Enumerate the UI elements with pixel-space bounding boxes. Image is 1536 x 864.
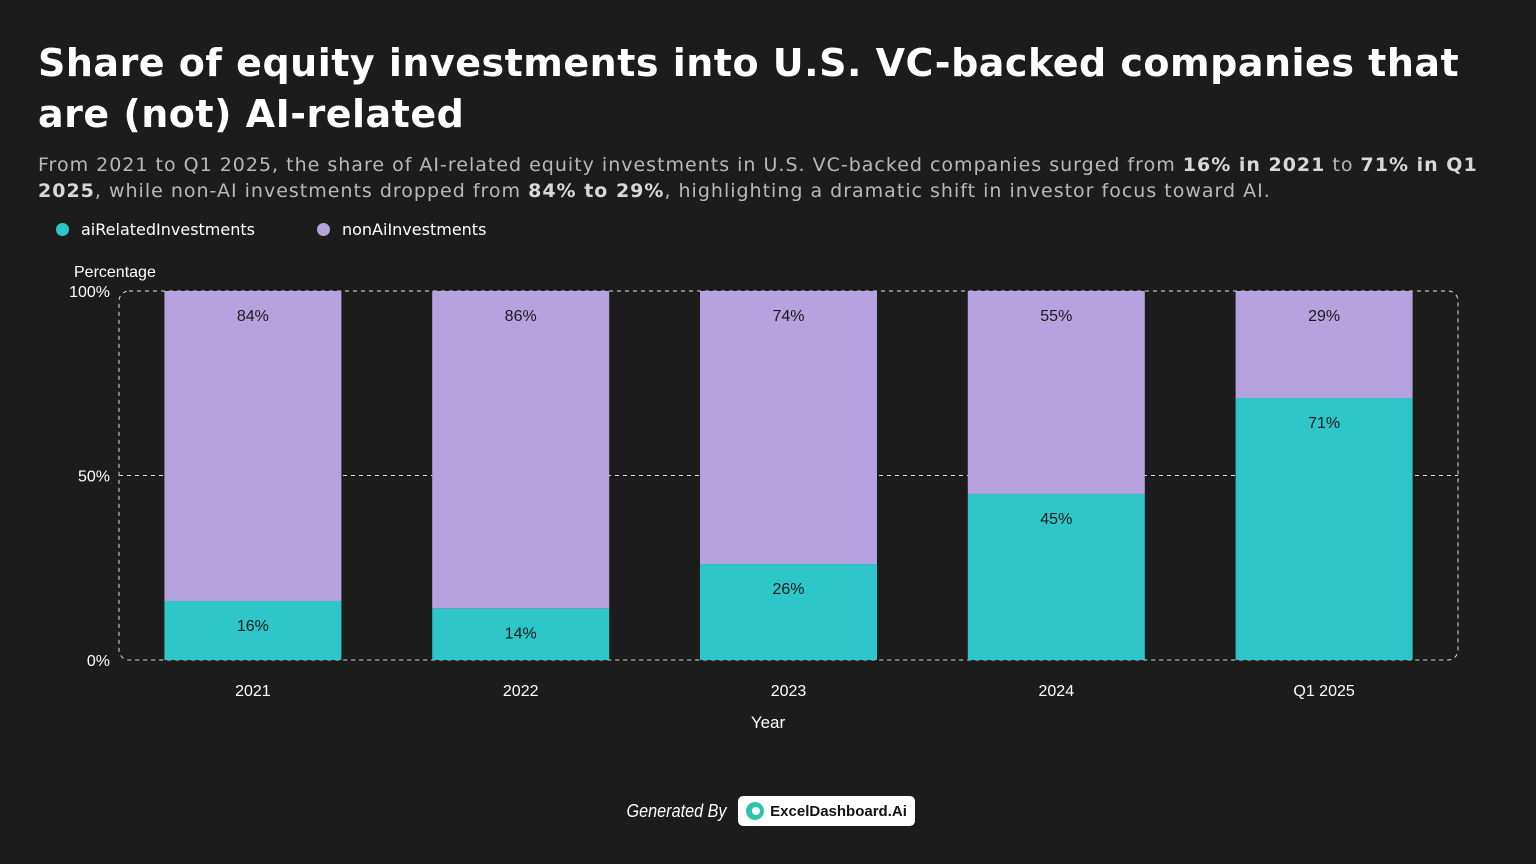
- data-label-aiRelatedInvestments: 26%: [772, 581, 804, 598]
- x-tick-label: Q1 2025: [1293, 683, 1354, 700]
- excel-dashboard-logo-icon: [746, 802, 765, 820]
- data-label-nonAiInvestments: 74%: [772, 308, 804, 325]
- bar-aiRelatedInvestments-2024: [967, 493, 1145, 660]
- subtitle-highlight-ai-2021: 16% in 2021: [1182, 154, 1326, 176]
- legend-dot-non-ai-icon: [316, 223, 330, 236]
- bar-nonAiInvestments-2021: [164, 291, 342, 601]
- x-tick-label: 2024: [1039, 683, 1075, 700]
- y-tick-label: 0%: [87, 653, 110, 670]
- legend-label-ai: aiRelatedInvestments: [81, 220, 255, 239]
- bars-layer: [164, 291, 1413, 660]
- data-label-aiRelatedInvestments: 45%: [1040, 511, 1072, 528]
- stacked-bar-chart: 0% 50% 100% 16% 84% 2021 14% 86% 2022 26% 74% 2023 4…: [69, 264, 1459, 732]
- brand-badge[interactable]: ExcelDashboard.Ai: [738, 796, 915, 826]
- bar-aiRelatedInvestments-Q1-2025: [1235, 398, 1413, 660]
- footer: Generated By ExcelDashboard.Ai: [0, 796, 1536, 826]
- legend-item-ai[interactable]: aiRelatedInvestments: [56, 220, 255, 239]
- data-label-nonAiInvestments: 29%: [1308, 308, 1340, 325]
- labels-layer: 0% 50% 100% 16% 84% 2021 14% 86% 2022 26% 74% 2023 4…: [69, 284, 1355, 700]
- subtitle-highlight-non-ai: 84% to 29%: [528, 180, 665, 202]
- bar-nonAiInvestments-Q1-2025: [1235, 291, 1413, 399]
- subtitle-text-2: to: [1325, 154, 1361, 176]
- y-axis-title: Percentage: [74, 264, 156, 281]
- bar-nonAiInvestments-2023: [700, 291, 877, 565]
- generated-by-label: Generated By: [626, 800, 727, 821]
- chart-title: Share of equity investments into U.S. VC…: [38, 41, 1460, 136]
- y-tick-label: 100%: [69, 284, 110, 301]
- data-label-aiRelatedInvestments: 14%: [505, 625, 537, 642]
- data-label-nonAiInvestments: 84%: [237, 308, 269, 325]
- subtitle-highlight-ai-q1-2025: 71% in Q1 2025: [38, 154, 1478, 202]
- bar-aiRelatedInvestments-2021: [164, 600, 342, 660]
- y-tick-label: 50%: [78, 469, 110, 486]
- subtitle-text-4: , highlighting a dramatic shift in inves…: [664, 180, 1271, 202]
- legend-item-non-ai[interactable]: nonAiInvestments: [316, 220, 487, 239]
- legend-dot-ai-icon: [56, 223, 69, 236]
- x-tick-label: 2022: [503, 683, 539, 700]
- data-label-nonAiInvestments: 86%: [505, 308, 537, 325]
- x-axis-title: Year: [751, 713, 786, 732]
- data-label-aiRelatedInvestments: 71%: [1308, 415, 1340, 432]
- x-tick-label: 2021: [235, 683, 271, 700]
- chart-subtitle: From 2021 to Q1 2025, the share of AI-re…: [38, 152, 1498, 204]
- legend-label-non-ai: nonAiInvestments: [341, 220, 487, 239]
- bar-nonAiInvestments-2022: [432, 291, 610, 609]
- brand-name: ExcelDashboard.Ai: [770, 802, 907, 820]
- chart-legend: aiRelatedInvestments nonAiInvestments: [56, 220, 486, 239]
- x-tick-label: 2023: [771, 683, 807, 700]
- bar-nonAiInvestments-2024: [967, 291, 1145, 494]
- bar-aiRelatedInvestments-2023: [700, 564, 877, 660]
- subtitle-text-3: , while non-AI investments dropped from: [94, 180, 529, 202]
- data-label-nonAiInvestments: 55%: [1040, 308, 1072, 325]
- subtitle-text-1: From 2021 to Q1 2025, the share of AI-re…: [38, 154, 1183, 176]
- bar-aiRelatedInvestments-2022: [432, 608, 610, 660]
- data-label-aiRelatedInvestments: 16%: [237, 618, 269, 635]
